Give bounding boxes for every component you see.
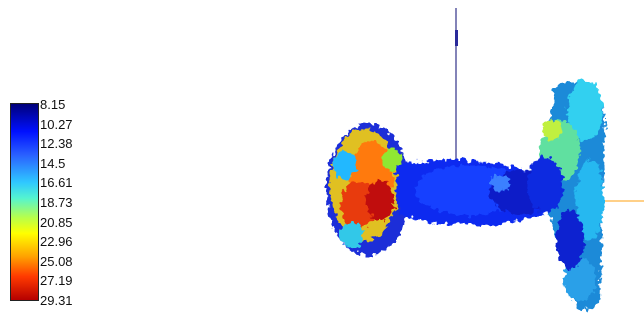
right-lobe-structure: [527, 80, 605, 311]
colorbar-tick-label: 10.27: [40, 116, 73, 132]
colorbar-tick-label: 22.96: [40, 234, 73, 250]
colorbar-tick-label: 27.19: [40, 273, 73, 289]
colorbar-gradient: [10, 103, 39, 301]
colorbar-tick-label: 18.73: [40, 195, 73, 210]
colorbar-tick-label: 16.61: [40, 175, 73, 191]
colorbar-tick-label: 8.15: [40, 97, 66, 112]
colorbar-tick-label: 12.38: [40, 136, 73, 152]
central-stalk: [395, 159, 550, 225]
axis-marker: [455, 30, 458, 46]
colorbar-tick-label: 25.08: [40, 253, 73, 269]
left-lobe-structure: [326, 124, 410, 256]
colorbar-tick-label: 14.5: [40, 155, 66, 171]
colorbar-tick-label: 29.31: [40, 293, 73, 308]
colorbar-tick-label: 20.85: [40, 214, 73, 230]
